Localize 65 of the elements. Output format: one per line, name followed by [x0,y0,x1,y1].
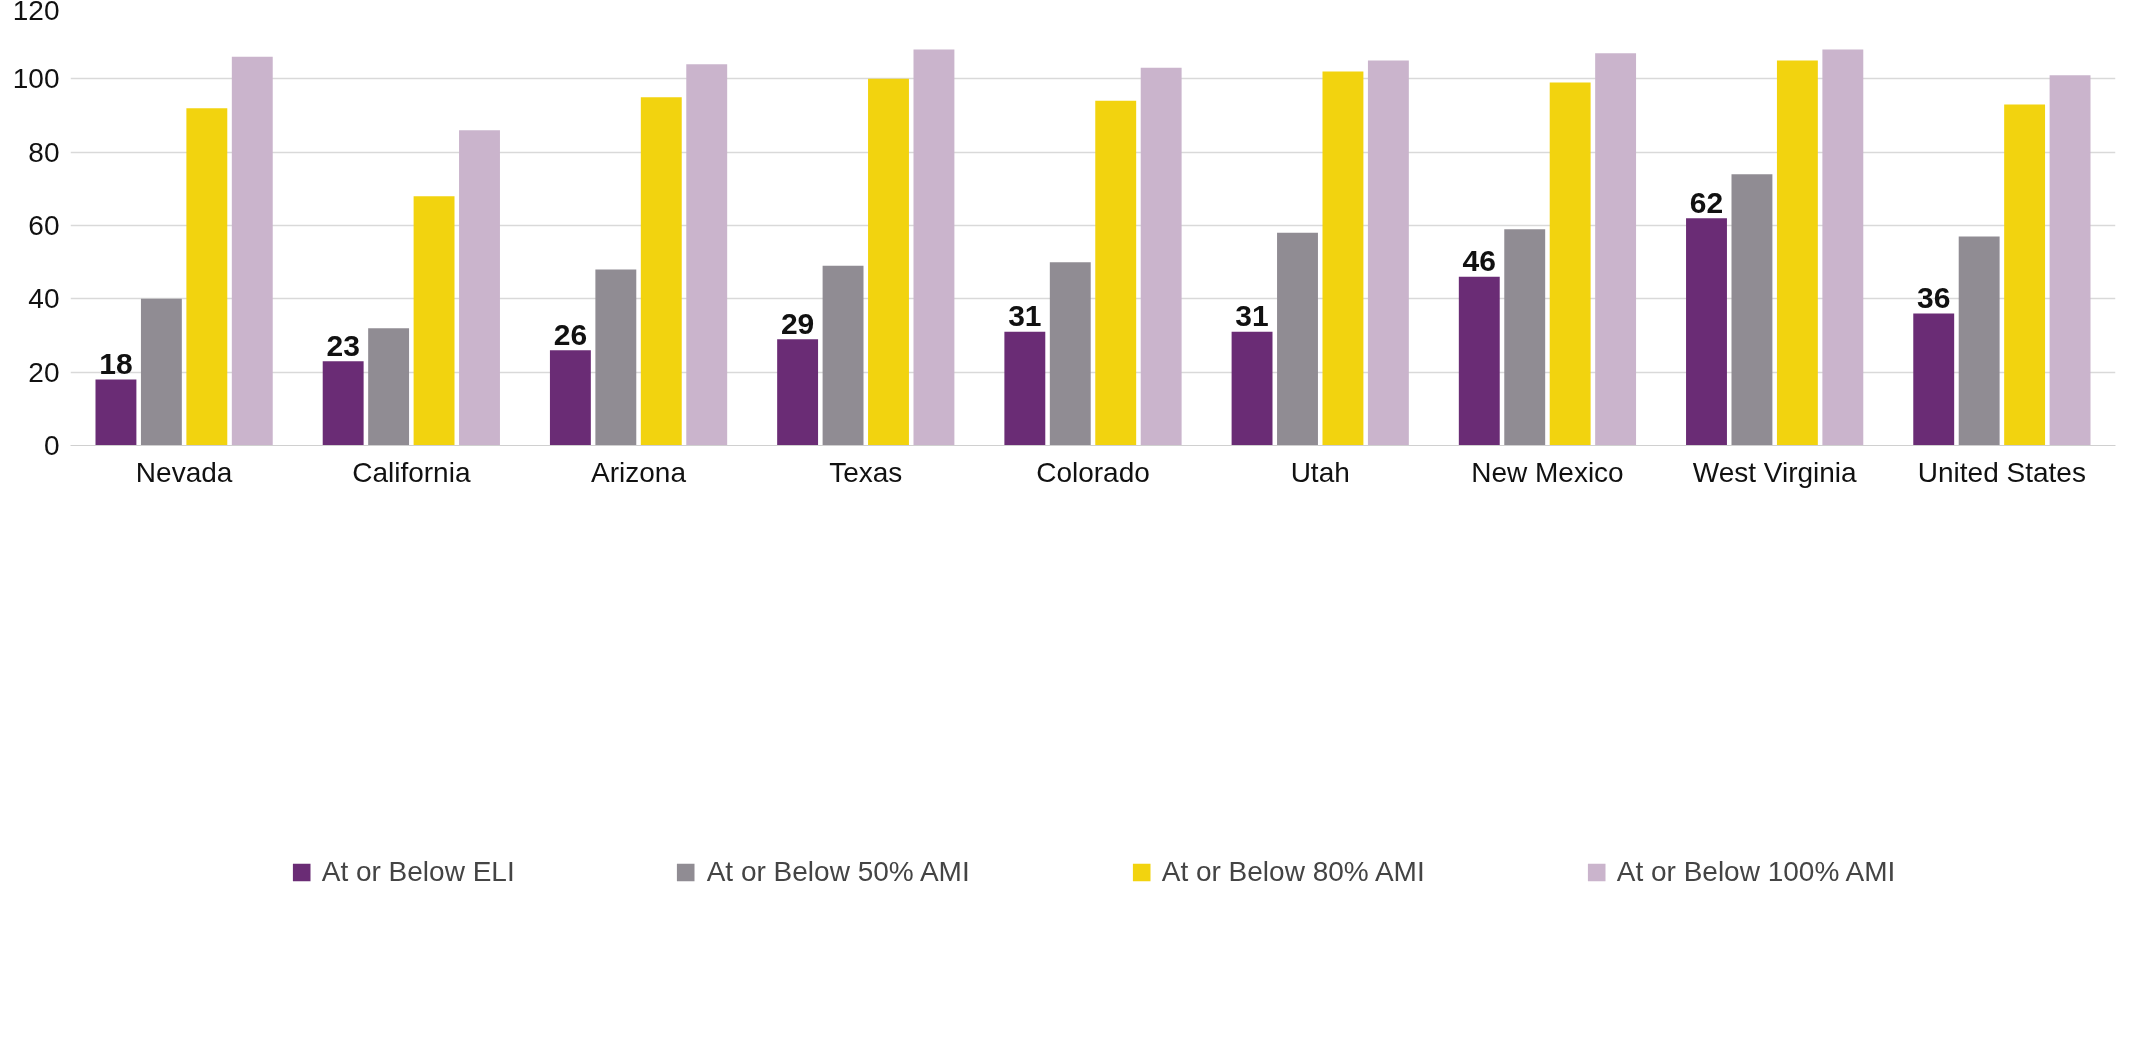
data-label: 62 [1689,185,1724,219]
bar [1095,100,1137,446]
y-tick-label: 60 [28,210,60,241]
bar [549,350,591,446]
bar [686,64,728,446]
y-tick-label: 20 [28,356,60,388]
bar [1822,49,1864,446]
bar [777,339,819,446]
bar [1277,232,1318,446]
bar [1776,60,1818,446]
bar [231,56,273,446]
x-tick-label: Arizona [591,456,687,488]
y-tick-label: 0 [43,430,60,461]
bar [186,108,228,446]
bar [1958,236,2000,446]
data-label: 31 [1235,299,1269,333]
data-label: 46 [1462,244,1496,278]
bar [1458,276,1500,446]
data-label: 23 [326,328,360,362]
bar [368,328,410,446]
bar [868,78,909,446]
bar [459,130,500,446]
bar [1367,60,1409,446]
y-tick-label: 80 [28,136,60,168]
y-tick-label: 120 [12,0,60,26]
data-label: 31 [1008,299,1042,333]
x-tick-label: West Virginia [1692,456,1858,488]
bar [1731,174,1773,446]
data-label: 26 [553,317,588,351]
data-label: 29 [780,306,815,340]
bar [1004,331,1046,446]
legend-label: At or Below 50% AMI [706,856,970,888]
bar [413,196,455,446]
bar [1686,218,1727,446]
bar [2004,104,2046,446]
data-label: 18 [99,347,133,380]
x-tick-label: Colorado [1036,456,1150,488]
bar [595,269,637,446]
bar [322,361,364,446]
x-tick-label: United States [1917,456,2086,488]
bar [913,49,955,446]
y-tick-label: 40 [28,283,60,315]
legend-label: At or Below ELI [321,856,515,888]
bar [1049,262,1091,446]
x-tick-label: Utah [1290,456,1350,488]
data-label: 36 [1917,281,1951,314]
bar [140,298,182,446]
bar [1504,229,1546,446]
x-tick-label: New Mexico [1471,456,1624,488]
bar [822,265,864,446]
bar [1231,331,1273,446]
bar [2049,75,2091,446]
legend-label: At or Below 80% AMI [1161,856,1425,888]
x-tick-label: Nevada [135,456,233,488]
legend-label: At or Below 100% AMI [1616,856,1896,888]
x-tick-label: California [352,456,471,488]
bar [1595,53,1637,446]
bar [1549,82,1591,446]
y-tick-label: 100 [12,63,60,95]
bar [1322,71,1364,446]
bar [1140,67,1182,446]
bar [640,97,682,446]
x-tick-label: Texas [829,456,903,488]
bar [95,379,137,446]
bar [1913,313,1955,446]
